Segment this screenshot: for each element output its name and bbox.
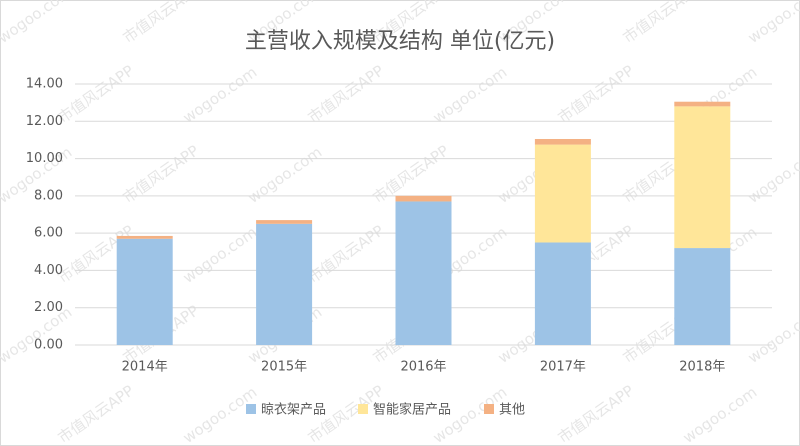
bar-segment — [395, 195, 452, 202]
legend-label: 晾衣架产品 — [261, 402, 326, 418]
x-tick-label: 2018年 — [679, 360, 725, 375]
bar-segment — [534, 242, 591, 345]
legend-label: 智能家居产品 — [373, 402, 451, 418]
legend-swatch — [358, 404, 368, 414]
bar-segment — [116, 238, 173, 345]
x-tick-label: 2016年 — [400, 360, 446, 375]
bar-segment — [674, 106, 731, 249]
y-tick-label: 4.00 — [34, 263, 63, 278]
legend-label: 其他 — [499, 403, 525, 418]
legend-swatch — [246, 404, 256, 414]
y-tick-label: 8.00 — [34, 188, 63, 203]
bar-segment — [256, 223, 313, 345]
chart-title: 主营收入规模及结构 单位(亿元) — [245, 29, 555, 54]
bar-segment — [674, 248, 731, 345]
y-tick-label: 2.00 — [34, 300, 63, 315]
bar-segment — [674, 101, 731, 107]
x-tick-label: 2015年 — [261, 360, 307, 375]
bar-segment — [395, 201, 452, 345]
y-tick-label: 14.00 — [26, 77, 63, 92]
bar-segment — [116, 235, 173, 239]
y-tick-label: 6.00 — [34, 226, 63, 241]
y-tick-label: 10.00 — [26, 151, 63, 166]
bar-segment — [534, 144, 591, 243]
legend-swatch — [484, 404, 494, 414]
bar-segment — [256, 220, 313, 224]
x-tick-label: 2017年 — [540, 360, 586, 375]
y-tick-label: 0.00 — [34, 338, 63, 353]
x-tick-label: 2014年 — [122, 360, 168, 375]
bar-segment — [534, 138, 591, 145]
y-tick-label: 12.00 — [26, 114, 63, 129]
